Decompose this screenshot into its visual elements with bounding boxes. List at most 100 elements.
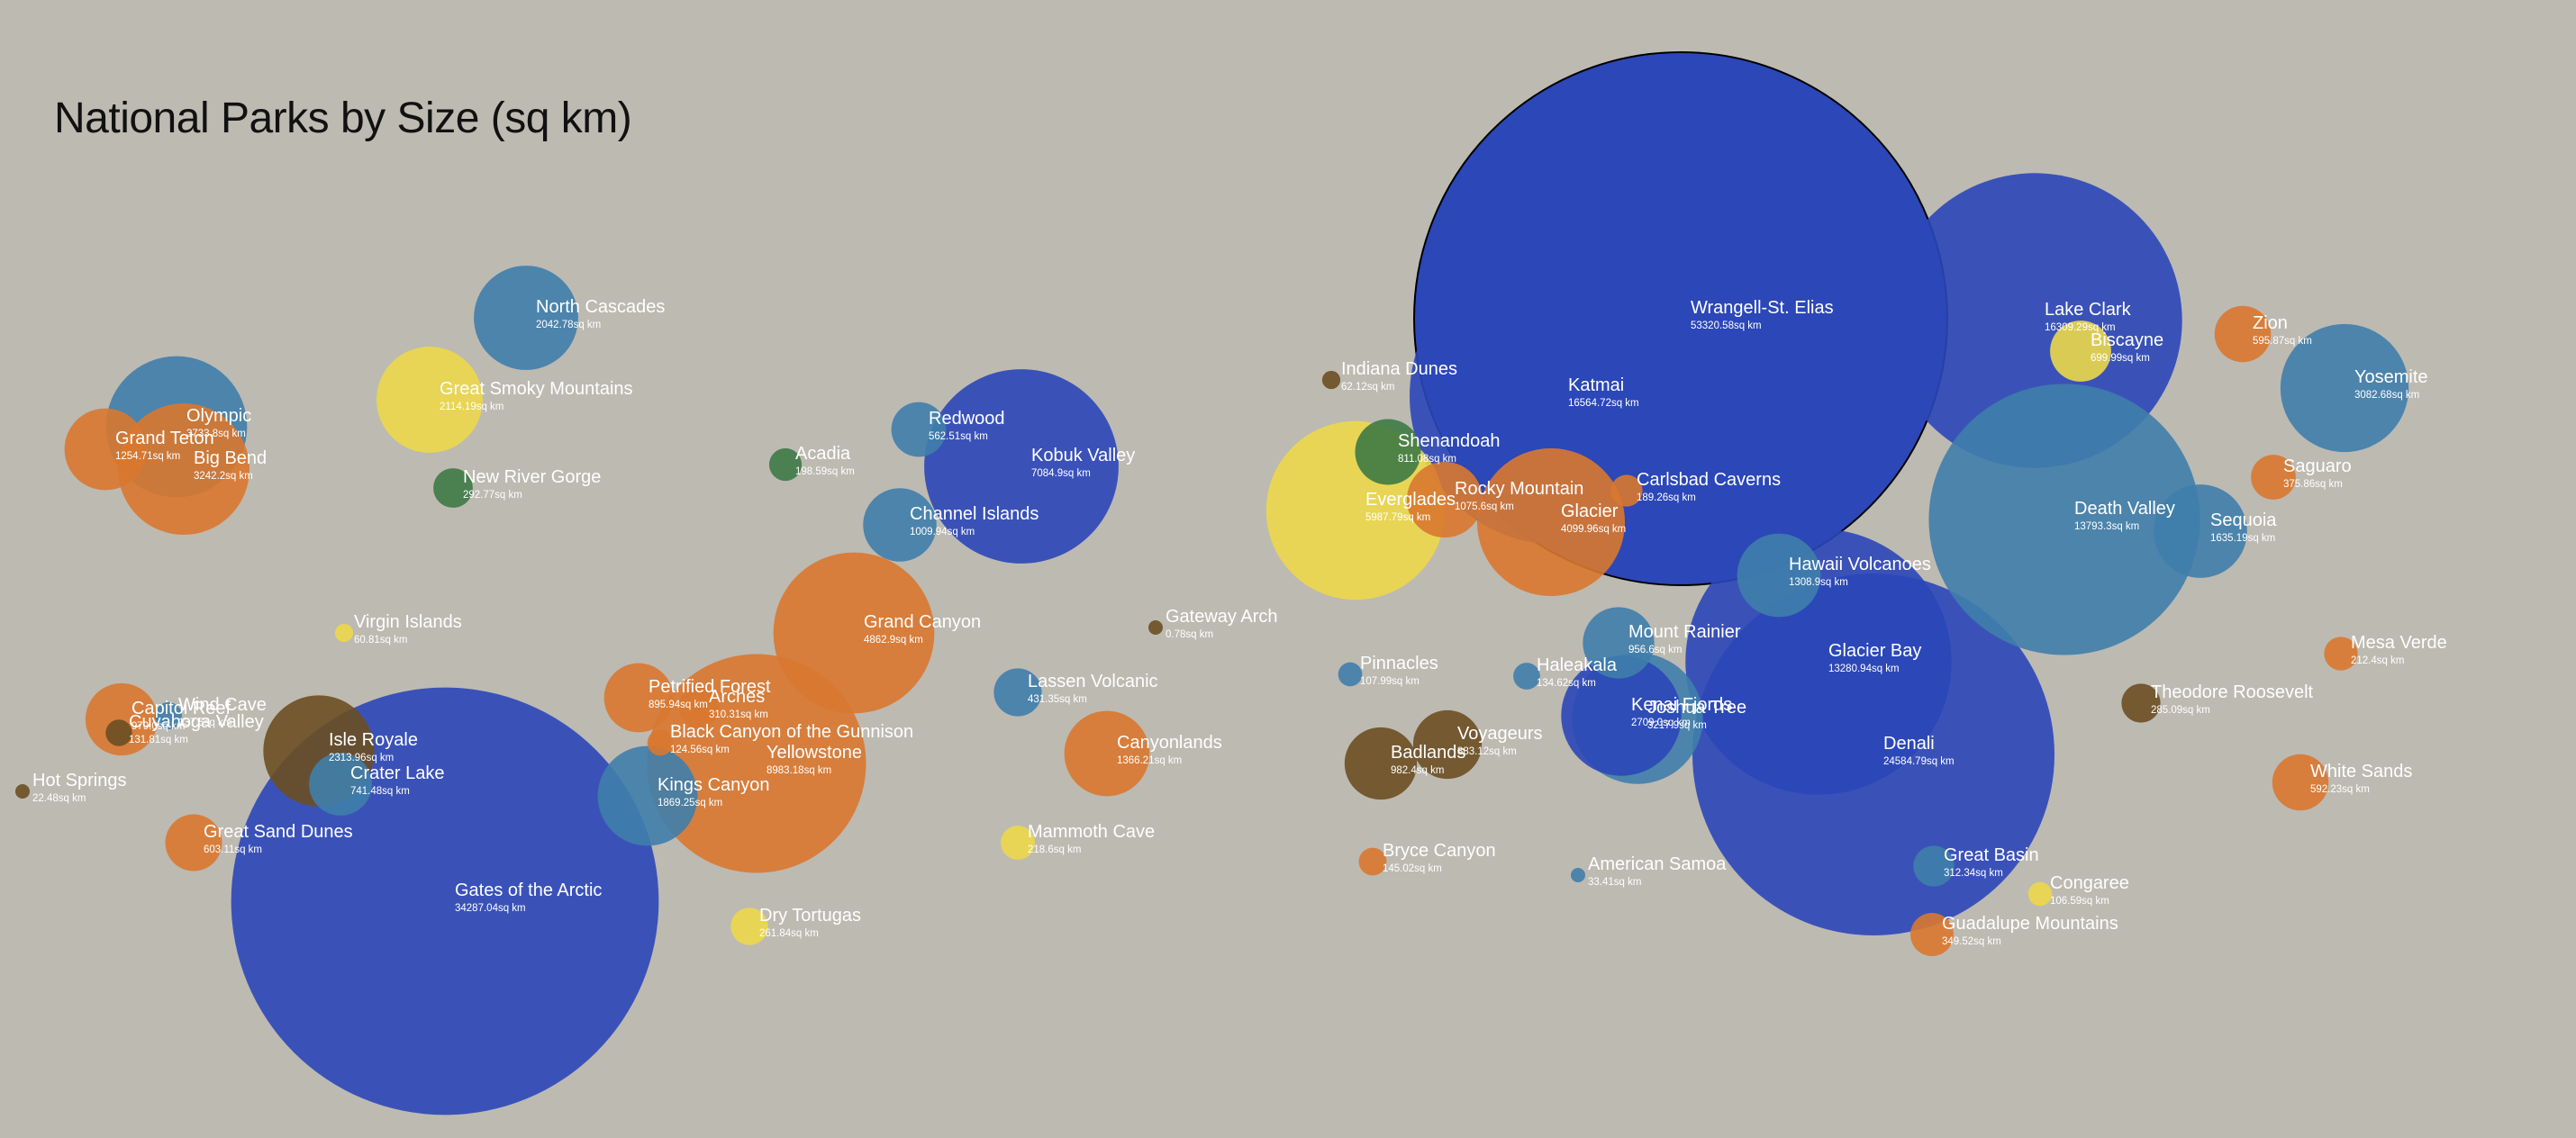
bubble-new-river-gorge[interactable] (433, 468, 473, 508)
label-size-virgin-islands: 60.81sq km (354, 635, 407, 646)
bubble-badlands[interactable] (1344, 727, 1418, 800)
bubble-mesa-verde[interactable] (2324, 637, 2358, 671)
label-name-kenai-fjords: Kenai Fjords (1631, 695, 1732, 715)
label-size-great-basin: 312.34sq km (1944, 868, 2003, 879)
label-name-channel-islands: Channel Islands (910, 504, 1039, 524)
label-size-yellowstone: 8983.18sq km (766, 765, 831, 776)
label-name-grand-teton: Grand Teton (115, 429, 214, 448)
label-size-petrified-forest: 895.94sq km (649, 700, 708, 710)
bubble-grand-canyon[interactable] (773, 552, 935, 714)
bubble-hot-springs[interactable] (15, 784, 30, 799)
label-name-voyageurs: Voyageurs (1457, 724, 1543, 744)
bubble-grand-teton[interactable] (64, 408, 147, 491)
label-name-kings-canyon: Kings Canyon (658, 775, 770, 795)
label-size-grand-teton: 1254.71sq km (115, 451, 180, 462)
bubble-dry-tortugas[interactable] (730, 908, 768, 945)
label-name-new-river-gorge: New River Gorge (463, 467, 601, 487)
label-size-bryce-canyon: 145.02sq km (1383, 863, 1442, 874)
bubble-cuyahoga-valley[interactable] (105, 719, 132, 746)
label-size-new-river-gorge: 292.77sq km (463, 490, 522, 501)
bubble-north-cascades[interactable] (474, 266, 578, 370)
label-name-petrified-forest: Petrified Forest (649, 677, 771, 697)
label-size-shenandoah: 811.08sq km (1398, 454, 1456, 465)
label-size-crater-lake: 741.48sq km (350, 786, 410, 797)
bubble-hawaii-volcanoes[interactable] (1737, 533, 1821, 618)
bubble-acadia[interactable] (768, 447, 803, 482)
bubble-rocky-mountain[interactable] (1406, 461, 1483, 538)
bubble-great-smoky-mountains[interactable] (376, 347, 483, 453)
bubble-pinnacles[interactable] (1338, 662, 1363, 687)
bubble-kobuk-valley[interactable] (924, 369, 1119, 564)
bubble-kings-canyon[interactable] (597, 745, 698, 846)
label-name-glacier-bay: Glacier Bay (1828, 641, 1921, 661)
label-name-gates-of-the-arctic: Gates of the Arctic (455, 881, 602, 900)
bubble-great-sand-dunes[interactable] (165, 814, 222, 872)
label-size-katmai: 16564.72sq km (1568, 398, 1639, 409)
bubble-white-sands[interactable] (2272, 754, 2329, 811)
bubble-kenai-fjords[interactable] (1561, 655, 1682, 776)
bubble-haleakala[interactable] (1513, 663, 1540, 690)
label-name-theodore-roosevelt: Theodore Roosevelt (2151, 682, 2314, 702)
label-size-kings-canyon: 1869.25sq km (658, 798, 722, 808)
label-name-zion: Zion (2253, 313, 2288, 333)
label-name-lassen-volcanic: Lassen Volcanic (1028, 672, 1158, 691)
bubble-american-samoa[interactable] (1571, 868, 1585, 882)
label-size-white-sands: 592.23sq km (2310, 784, 2370, 795)
bubble-virgin-islands[interactable] (335, 624, 353, 642)
label-size-everglades: 5987.79sq km (1365, 512, 1430, 523)
label-name-big-bend: Big Bend (194, 448, 267, 468)
bubble-katmai[interactable] (1410, 248, 1707, 545)
bubble-crater-lake[interactable] (309, 753, 372, 816)
bubble-zion[interactable] (2214, 305, 2272, 363)
bubble-big-bend[interactable] (118, 403, 249, 535)
label-name-great-smoky-mountains: Great Smoky Mountains (440, 379, 633, 399)
bubble-sequoia[interactable] (2154, 484, 2247, 578)
bubble-yosemite[interactable] (2280, 323, 2409, 453)
chart-title: National Parks by Size (sq km) (54, 95, 632, 142)
bubble-glacier[interactable] (1476, 447, 1626, 597)
bubble-mount-rainier[interactable] (1583, 607, 1655, 679)
bubble-death-valley[interactable] (1928, 384, 2200, 655)
bubble-canyonlands[interactable] (1064, 710, 1150, 797)
bubble-capitol-reef[interactable] (85, 682, 159, 756)
bubble-gateway-arch[interactable] (1148, 620, 1163, 635)
label-size-saguaro: 375.86sq km (2283, 479, 2343, 490)
label-size-gateway-arch: 0.78sq km (1166, 629, 1213, 640)
bubble-redwood[interactable] (891, 402, 947, 457)
label-name-yellowstone: Yellowstone (766, 743, 862, 763)
label-size-carlsbad-caverns: 189.26sq km (1637, 492, 1696, 503)
label-name-arches: Arches (709, 687, 765, 707)
bubble-wind-cave[interactable] (154, 701, 183, 730)
bubble-lassen-volcanic[interactable] (993, 668, 1042, 717)
label-name-lake-clark: Lake Clark (2045, 300, 2132, 320)
bubble-saguaro[interactable] (2251, 455, 2296, 500)
bubble-carlsbad-caverns[interactable] (1610, 474, 1643, 507)
bubble-congaree[interactable] (2027, 881, 2053, 907)
bubble-shenandoah[interactable] (1355, 419, 1421, 485)
bubble-arches[interactable] (678, 687, 720, 728)
label-size-olympic: 3733.8sq km (186, 429, 246, 439)
bubble-bryce-canyon[interactable] (1358, 847, 1387, 876)
label-name-glacier: Glacier (1561, 501, 1619, 521)
bubble-black-canyon-of-the-gunnison[interactable] (647, 729, 674, 756)
bubble-indiana-dunes[interactable] (1321, 370, 1341, 390)
bubble-biscayne[interactable] (2050, 321, 2111, 382)
label-name-white-sands: White Sands (2310, 762, 2412, 781)
label-name-dry-tortugas: Dry Tortugas (759, 906, 861, 926)
bubble-voyageurs[interactable] (1412, 709, 1483, 780)
label-size-canyonlands: 1366.21sq km (1117, 755, 1182, 766)
label-size-yosemite: 3082.68sq km (2354, 390, 2419, 401)
label-size-black-canyon-of-the-gunnison: 124.56sq km (670, 745, 730, 755)
bubble-channel-islands[interactable] (863, 488, 937, 562)
label-size-biscayne: 699.99sq km (2091, 353, 2150, 364)
label-name-olympic: Olympic (186, 406, 251, 426)
label-name-shenandoah: Shenandoah (1398, 431, 1500, 451)
bubble-great-basin[interactable] (1913, 845, 1955, 887)
bubble-guadalupe-mountains[interactable] (1910, 913, 1954, 956)
bubble-theodore-roosevelt[interactable] (2121, 683, 2161, 723)
label-size-denali: 24584.79sq km (1883, 756, 1955, 767)
label-name-rocky-mountain: Rocky Mountain (1455, 479, 1583, 499)
bubble-petrified-forest[interactable] (603, 663, 674, 733)
bubble-mammoth-cave[interactable] (1001, 826, 1035, 860)
label-name-mesa-verde: Mesa Verde (2351, 633, 2447, 653)
